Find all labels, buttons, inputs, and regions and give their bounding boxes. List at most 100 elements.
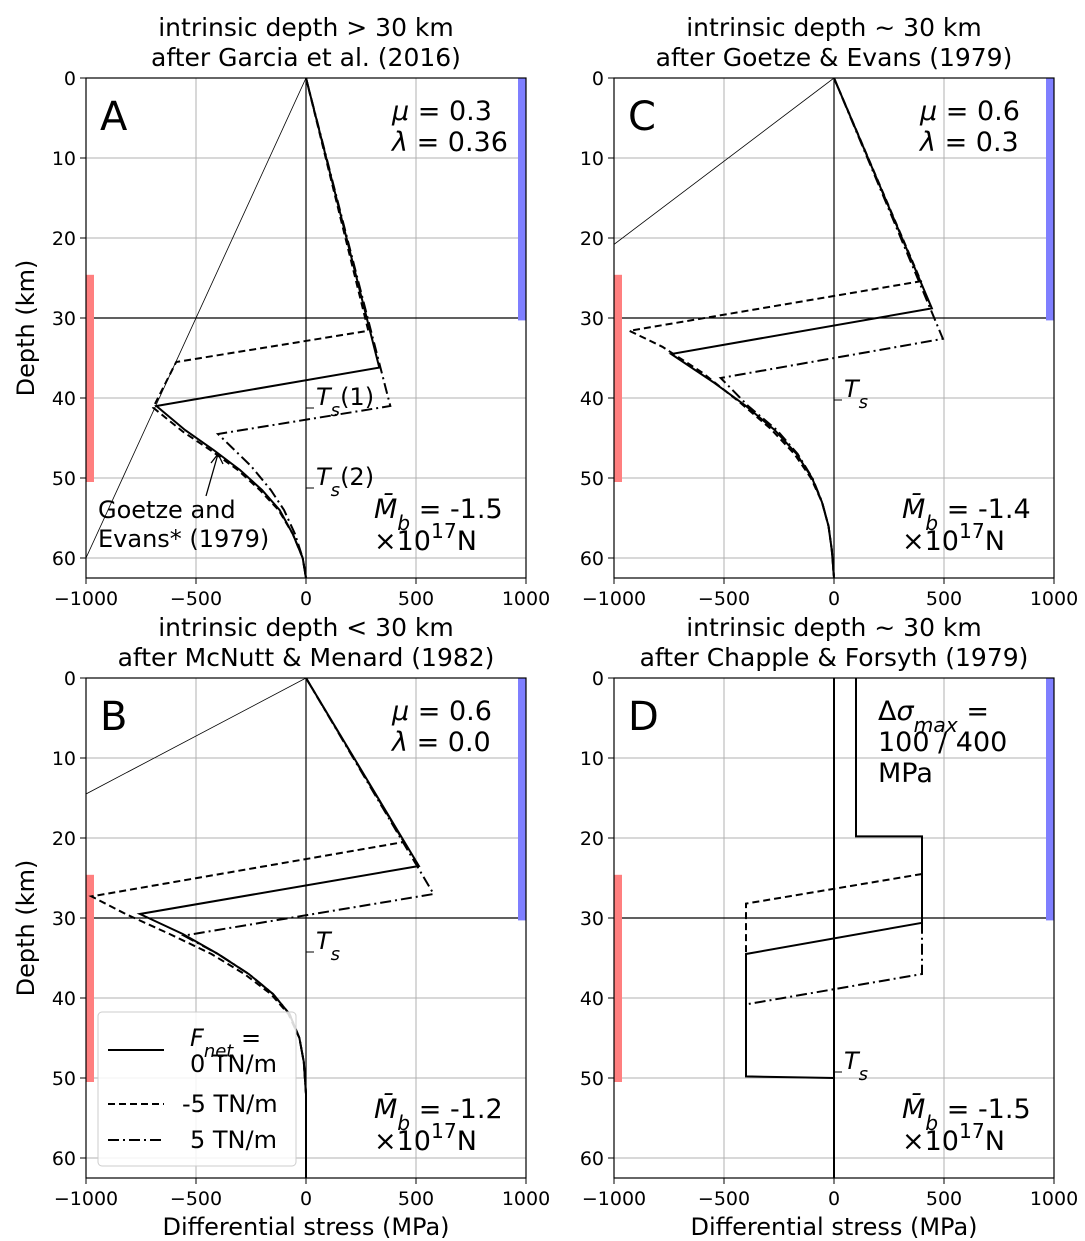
- y-tick-label: 60: [580, 1148, 604, 1170]
- moment-label: M̄b = -1.2: [374, 1093, 503, 1135]
- moment-label: ×1017N: [902, 519, 1005, 557]
- y-tick-label: 0: [592, 68, 604, 90]
- y-tick-label: 0: [592, 668, 604, 690]
- parameter-label: 100 / 400: [878, 727, 1007, 758]
- series-line-dashed: [745, 873, 923, 1077]
- y-tick-label: 60: [580, 548, 604, 570]
- panel-b: Ts −1000 −500 0 500 1000 0 10 20 30 40 50 60 intrinsi…: [12, 613, 550, 1241]
- parameter-label: μ = 0.6: [391, 696, 492, 727]
- ts-label: Ts: [844, 375, 868, 413]
- y-tick-label: 30: [580, 308, 604, 330]
- y-tick-label: 20: [580, 828, 604, 850]
- ts-label: Ts(1): [316, 383, 374, 421]
- y-tick-label: 10: [52, 748, 76, 770]
- ts-label: Ts: [316, 927, 340, 965]
- y-tick-label: 40: [52, 988, 76, 1010]
- y-axis-label: Depth (km): [12, 260, 40, 397]
- red-depth-bar: [86, 274, 94, 482]
- parameter-label: μ = 0.6: [919, 96, 1020, 127]
- y-tick-label: 20: [580, 228, 604, 250]
- x-tick-label: −1000: [582, 1188, 646, 1210]
- series-line-solid: [668, 78, 934, 578]
- arrow-head-icon: [210, 453, 224, 465]
- legend-title: Fnet =: [190, 1024, 261, 1062]
- parameter-label: λ = 0.3: [918, 127, 1019, 158]
- annotation-arrow: [205, 453, 219, 497]
- x-tick-label: −1000: [582, 588, 646, 610]
- moment-label: M̄b = -1.5: [374, 493, 503, 535]
- ts-label: Ts(2): [316, 463, 374, 501]
- moment-label: ×1017N: [374, 519, 477, 557]
- moment-label: M̄b = -1.5: [902, 1093, 1031, 1135]
- x-tick-label: 0: [828, 588, 840, 610]
- blue-depth-bar: [1046, 678, 1054, 921]
- series-line-dashed: [626, 78, 923, 578]
- parameter-label: Δσmax =: [878, 696, 989, 737]
- x-tick-label: 500: [926, 1188, 962, 1210]
- x-tick-label: −500: [698, 1188, 750, 1210]
- x-tick-label: 0: [300, 588, 312, 610]
- series-line-dashdot: [718, 78, 945, 578]
- panel-title: after Goetze & Evans (1979): [656, 43, 1013, 72]
- y-tick-label: 30: [580, 908, 604, 930]
- panel-letter: B: [100, 694, 127, 740]
- blue-depth-bar: [1046, 78, 1054, 321]
- panel-d: Ts −1000 −500 0 500 1000 0 10 20 30 40 50 60 intrinsi…: [580, 613, 1078, 1241]
- x-axis-label: Differential stress (MPa): [162, 1213, 449, 1241]
- series-line-dashdot: [180, 678, 436, 1178]
- y-tick-label: 30: [52, 908, 76, 930]
- x-tick-label: −500: [170, 1188, 222, 1210]
- series-line-dashdot: [215, 78, 392, 578]
- blue-depth-bar: [518, 678, 526, 921]
- legend-entry: 0 TN/m: [190, 1050, 277, 1078]
- brittle-line: [86, 78, 307, 559]
- y-tick-label: 60: [52, 548, 76, 570]
- legend-entry: 5 TN/m: [190, 1126, 277, 1154]
- panel-letter: C: [628, 94, 656, 140]
- x-tick-label: −1000: [54, 588, 118, 610]
- red-depth-bar: [86, 874, 94, 1082]
- red-depth-bar: [614, 874, 622, 1082]
- x-tick-label: −500: [698, 588, 750, 610]
- x-tick-label: 500: [398, 1188, 434, 1210]
- annotation-label: Goetze and: [98, 496, 236, 524]
- panel-title: intrinsic depth ~ 30 km: [686, 13, 982, 42]
- x-tick-label: −1000: [54, 1188, 118, 1210]
- x-tick-label: 1000: [1030, 1188, 1078, 1210]
- brittle-line: [86, 678, 307, 795]
- y-axis-label: Depth (km): [12, 860, 40, 997]
- x-tick-label: 1000: [1030, 588, 1078, 610]
- y-tick-label: 50: [52, 1068, 76, 1090]
- y-tick-label: 40: [580, 988, 604, 1010]
- x-axis-label: Differential stress (MPa): [690, 1213, 977, 1241]
- panel-c: Ts −1000 −500 0 500 1000 0 10 20 30 40 50 60 intrinsi…: [580, 13, 1078, 610]
- x-tick-label: 500: [926, 588, 962, 610]
- moment-label: ×1017N: [902, 1119, 1005, 1157]
- x-tick-label: 0: [300, 1188, 312, 1210]
- panel-letter: A: [100, 94, 128, 140]
- panel-title: intrinsic depth ~ 30 km: [686, 613, 982, 642]
- y-tick-label: 50: [580, 468, 604, 490]
- y-tick-label: 30: [52, 308, 76, 330]
- y-tick-label: 40: [580, 388, 604, 410]
- series-line-dashed: [151, 78, 370, 578]
- moment-label: M̄b = -1.4: [902, 493, 1031, 535]
- parameter-label: λ = 0.36: [390, 127, 508, 158]
- ts-label: Ts: [844, 1047, 868, 1085]
- red-depth-bar: [614, 274, 622, 482]
- y-tick-label: 0: [64, 668, 76, 690]
- y-tick-label: 10: [580, 148, 604, 170]
- x-tick-label: 1000: [502, 1188, 550, 1210]
- blue-depth-bar: [518, 78, 526, 321]
- x-tick-label: −500: [170, 588, 222, 610]
- moment-label: ×1017N: [374, 1119, 477, 1157]
- y-tick-label: 10: [580, 748, 604, 770]
- panel-title: after Garcia et al. (2016): [151, 43, 461, 72]
- annotation-label: Evans* (1979): [98, 525, 269, 553]
- parameter-label: μ = 0.3: [391, 96, 492, 127]
- y-tick-label: 60: [52, 1148, 76, 1170]
- x-tick-label: 0: [828, 1188, 840, 1210]
- panel-letter: D: [628, 694, 659, 740]
- series-line-dashdot: [745, 922, 923, 1077]
